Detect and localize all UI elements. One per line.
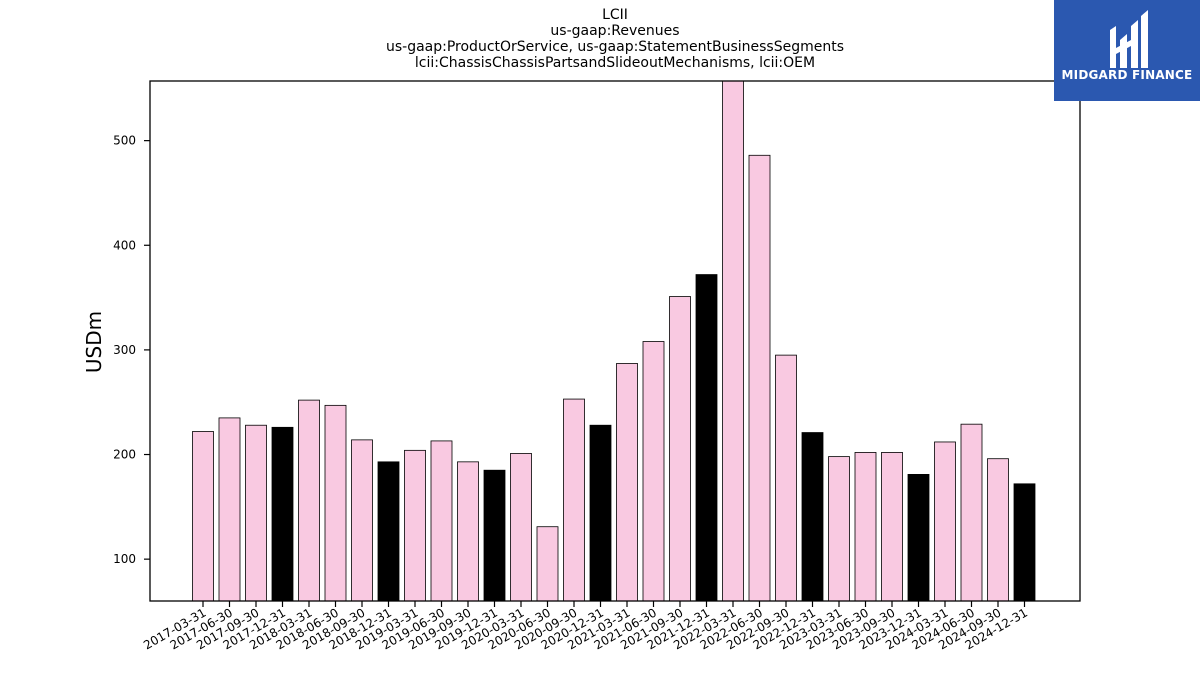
bar-2024-09-30 xyxy=(987,458,1009,601)
logo-text: MIDGARD FINANCE xyxy=(1061,68,1193,82)
bar-2023-12-31 xyxy=(907,474,930,601)
bar-2023-06-30 xyxy=(854,452,877,601)
bar-2018-06-30 xyxy=(324,404,347,601)
bar-2022-09-30 xyxy=(775,354,797,601)
bar-2023-03-31 xyxy=(828,456,850,601)
bar-2023-09-30 xyxy=(881,452,903,601)
y-axis-label: USDm xyxy=(82,310,106,374)
y-tick-label-100: 100 xyxy=(113,552,136,566)
bar-2024-06-30 xyxy=(960,423,983,601)
bars-group xyxy=(192,81,1036,601)
bar-2018-09-30 xyxy=(351,439,373,601)
y-tick-label-300: 300 xyxy=(113,343,136,357)
bar-2020-12-31 xyxy=(589,424,612,601)
bar-2017-03-31 xyxy=(192,431,214,601)
bar-2019-12-31 xyxy=(483,469,506,601)
y-tick-label-400: 400 xyxy=(113,238,136,252)
bar-2017-06-30 xyxy=(218,417,241,601)
bar-2022-03-31 xyxy=(722,81,744,601)
chart-title: LCII us-gaap:Revenues us-gaap:ProductOrS… xyxy=(150,7,1080,71)
title-line-1: LCII xyxy=(602,7,628,23)
plot-frame xyxy=(149,80,1081,602)
title-line-2: us-gaap:Revenues xyxy=(550,23,680,39)
bar-2018-03-31 xyxy=(298,399,320,601)
title-line-4: lcii:ChassisChassisPartsandSlideoutMecha… xyxy=(414,55,816,71)
title-line-3: us-gaap:ProductOrService, us-gaap:Statem… xyxy=(385,39,844,55)
bar-2020-06-30 xyxy=(536,526,559,601)
bar-2021-03-31 xyxy=(616,363,638,601)
bar-2018-12-31 xyxy=(377,461,400,601)
logo-mark-icon xyxy=(1110,10,1148,68)
bar-2024-12-31 xyxy=(1013,483,1036,601)
bar-2022-12-31 xyxy=(801,432,824,601)
bar-2017-09-30 xyxy=(245,424,267,601)
bar-2017-12-31 xyxy=(271,426,294,601)
bar-2019-09-30 xyxy=(457,461,479,601)
y-tick-label-200: 200 xyxy=(113,448,136,462)
bar-2020-03-31 xyxy=(510,453,532,601)
bar-2019-03-31 xyxy=(404,449,426,601)
bar-2019-06-30 xyxy=(430,440,453,601)
bar-2024-03-31 xyxy=(934,441,956,601)
bar-2021-06-30 xyxy=(642,341,665,601)
y-tick-label-500: 500 xyxy=(113,134,136,148)
bar-2021-09-30 xyxy=(669,296,691,601)
midgard-finance-logo: MIDGARD FINANCE xyxy=(1054,0,1200,101)
bar-2020-09-30 xyxy=(563,398,585,601)
bar-2022-06-30 xyxy=(748,154,771,601)
bar-2021-12-31 xyxy=(695,274,718,601)
